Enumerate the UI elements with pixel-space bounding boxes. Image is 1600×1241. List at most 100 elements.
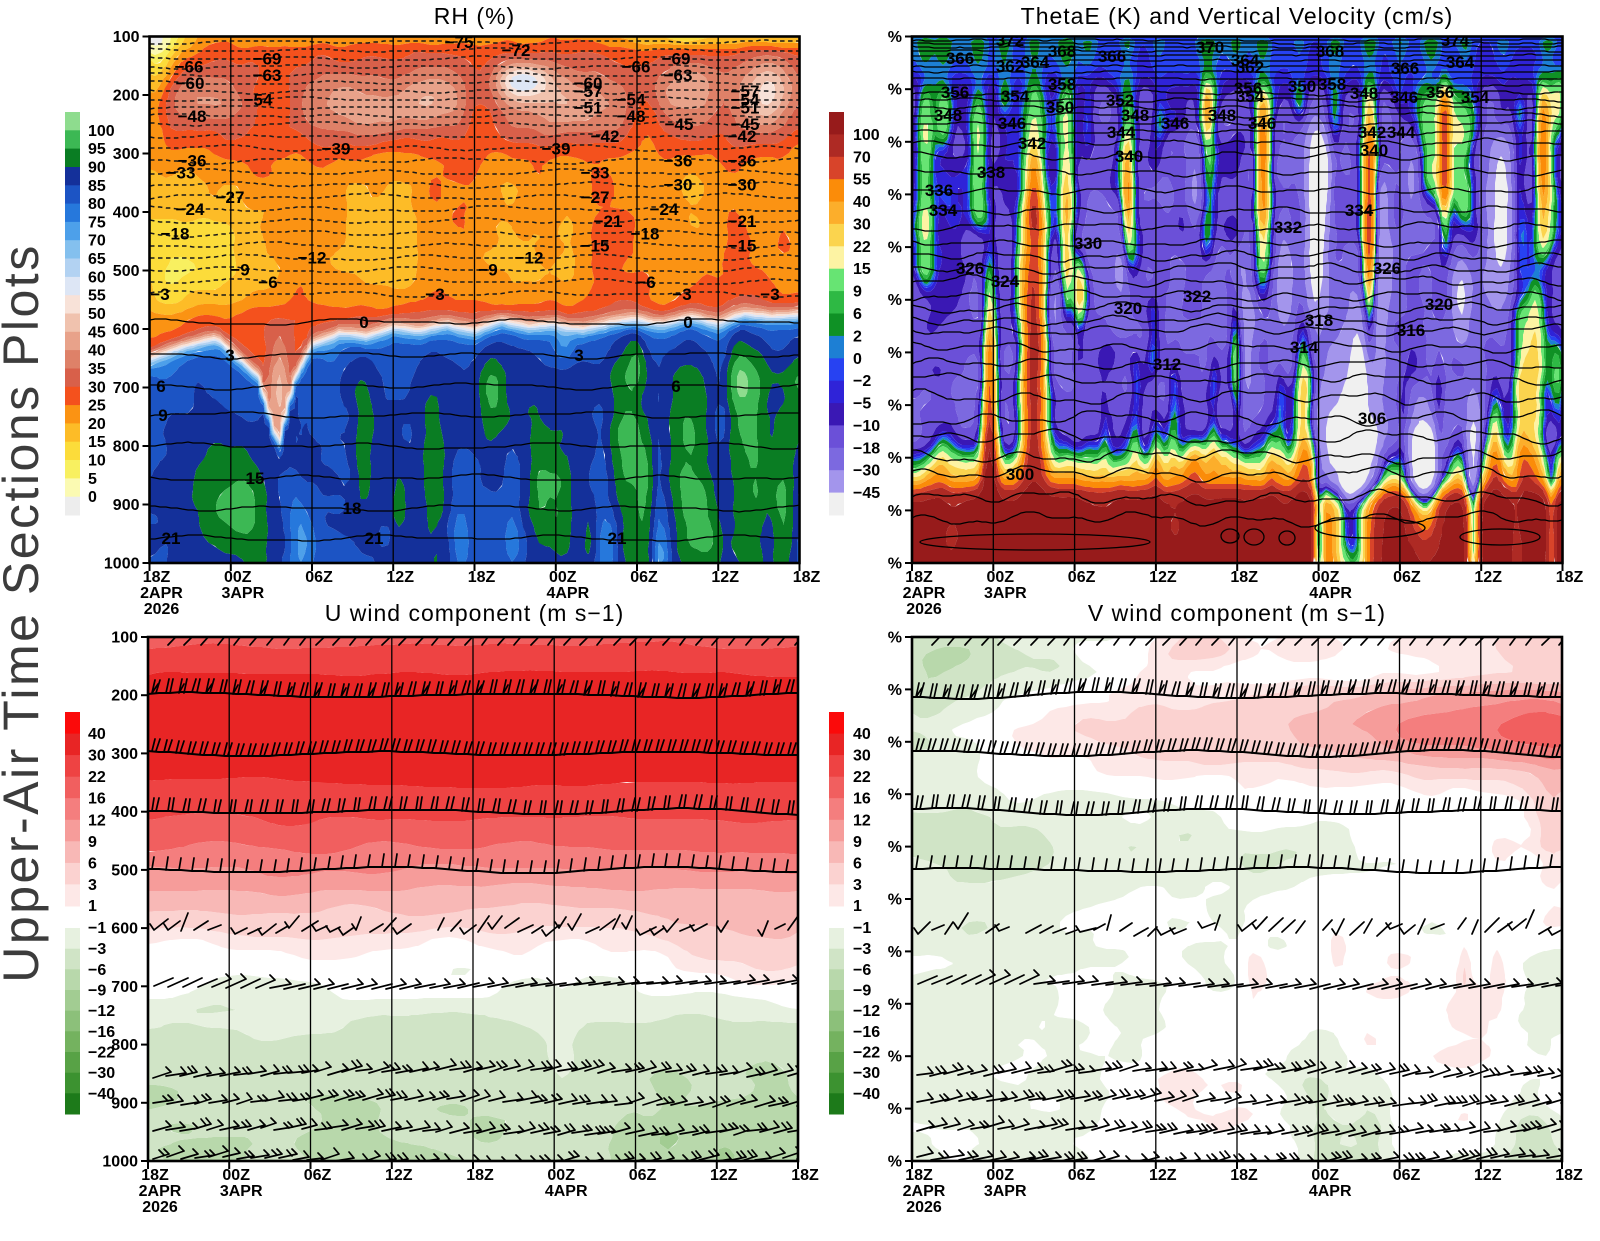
svg-text:%: % bbox=[888, 292, 902, 309]
svg-text:350: 350 bbox=[1288, 77, 1316, 96]
svg-text:−16: −16 bbox=[853, 1024, 880, 1041]
svg-text:2026: 2026 bbox=[142, 1199, 178, 1216]
svg-text:00Z: 00Z bbox=[986, 1167, 1014, 1184]
svg-text:15: 15 bbox=[853, 261, 871, 278]
svg-text:18Z: 18Z bbox=[1230, 569, 1258, 586]
svg-text:356: 356 bbox=[1234, 79, 1262, 98]
svg-text:400: 400 bbox=[111, 804, 138, 821]
svg-text:6: 6 bbox=[853, 306, 862, 323]
svg-text:06Z: 06Z bbox=[304, 1167, 332, 1184]
svg-text:30: 30 bbox=[853, 216, 871, 233]
svg-text:10: 10 bbox=[88, 453, 106, 470]
svg-text:1: 1 bbox=[88, 898, 97, 915]
svg-text:346: 346 bbox=[1390, 88, 1418, 107]
svg-text:−3: −3 bbox=[150, 285, 169, 304]
svg-text:364: 364 bbox=[1446, 53, 1475, 72]
svg-text:340: 340 bbox=[1360, 141, 1388, 160]
svg-text:1000: 1000 bbox=[102, 1154, 138, 1171]
svg-text:−57: −57 bbox=[574, 82, 603, 101]
svg-text:12Z: 12Z bbox=[1149, 569, 1177, 586]
svg-text:900: 900 bbox=[111, 1095, 138, 1112]
svg-text:348: 348 bbox=[1350, 84, 1378, 103]
svg-text:55: 55 bbox=[853, 172, 871, 189]
svg-text:306: 306 bbox=[1358, 409, 1386, 428]
svg-text:−3: −3 bbox=[853, 941, 871, 958]
svg-text:−9: −9 bbox=[853, 983, 871, 1000]
svg-text:18Z: 18Z bbox=[905, 569, 933, 586]
svg-text:0: 0 bbox=[683, 313, 692, 332]
svg-text:−6: −6 bbox=[853, 962, 871, 979]
svg-text:00Z: 00Z bbox=[1311, 1167, 1339, 1184]
svg-text:314: 314 bbox=[1290, 338, 1319, 357]
svg-text:06Z: 06Z bbox=[1068, 569, 1096, 586]
svg-text:368: 368 bbox=[1316, 42, 1344, 61]
svg-text:00Z: 00Z bbox=[1312, 569, 1340, 586]
svg-text:2026: 2026 bbox=[906, 1199, 942, 1216]
svg-text:3APR: 3APR bbox=[984, 1183, 1027, 1200]
svg-text:9: 9 bbox=[88, 834, 97, 851]
svg-text:−51: −51 bbox=[731, 99, 760, 118]
svg-text:%: % bbox=[888, 556, 902, 573]
svg-text:55: 55 bbox=[88, 288, 106, 305]
svg-text:90: 90 bbox=[88, 160, 106, 177]
svg-text:−24: −24 bbox=[650, 200, 679, 219]
svg-text:100: 100 bbox=[111, 630, 138, 647]
svg-text:18Z: 18Z bbox=[1556, 569, 1584, 586]
svg-text:06Z: 06Z bbox=[1068, 1167, 1096, 1184]
svg-text:−51: −51 bbox=[574, 99, 603, 118]
svg-text:%: % bbox=[888, 839, 902, 856]
svg-text:%: % bbox=[888, 450, 902, 467]
svg-text:−27: −27 bbox=[581, 188, 610, 207]
svg-text:00Z: 00Z bbox=[547, 1167, 575, 1184]
svg-text:342: 342 bbox=[1018, 134, 1046, 153]
svg-text:−18: −18 bbox=[631, 224, 660, 243]
svg-text:22: 22 bbox=[88, 769, 106, 786]
svg-text:%: % bbox=[888, 503, 902, 520]
svg-text:06Z: 06Z bbox=[305, 569, 333, 586]
svg-text:50: 50 bbox=[88, 306, 106, 323]
svg-text:%: % bbox=[888, 630, 902, 647]
svg-text:−63: −63 bbox=[664, 66, 693, 85]
svg-text:600: 600 bbox=[111, 921, 138, 938]
svg-text:−24: −24 bbox=[176, 200, 205, 219]
svg-text:364: 364 bbox=[1021, 53, 1050, 72]
svg-text:65: 65 bbox=[88, 251, 106, 268]
svg-text:2APR: 2APR bbox=[903, 1183, 946, 1200]
svg-text:372: 372 bbox=[996, 31, 1024, 50]
svg-text:354: 354 bbox=[1461, 88, 1490, 107]
svg-text:344: 344 bbox=[1107, 123, 1136, 142]
svg-text:352: 352 bbox=[1106, 91, 1134, 110]
svg-text:6: 6 bbox=[156, 377, 165, 396]
svg-text:−48: −48 bbox=[617, 107, 646, 126]
svg-text:00Z: 00Z bbox=[224, 569, 252, 586]
svg-text:%: % bbox=[888, 996, 902, 1013]
svg-text:−6: −6 bbox=[88, 962, 106, 979]
svg-text:22: 22 bbox=[853, 239, 871, 256]
svg-text:2026: 2026 bbox=[144, 601, 180, 618]
svg-text:400: 400 bbox=[113, 205, 140, 222]
svg-text:334: 334 bbox=[929, 201, 958, 220]
svg-text:316: 316 bbox=[1397, 321, 1425, 340]
svg-text:3APR: 3APR bbox=[220, 1183, 263, 1200]
svg-text:85: 85 bbox=[88, 178, 106, 195]
svg-text:%: % bbox=[888, 345, 902, 362]
svg-text:%: % bbox=[888, 134, 902, 151]
svg-text:%: % bbox=[888, 187, 902, 204]
svg-text:−33: −33 bbox=[167, 164, 196, 183]
svg-text:%: % bbox=[888, 787, 902, 804]
svg-text:12: 12 bbox=[853, 812, 871, 829]
svg-text:2APR: 2APR bbox=[139, 1183, 182, 1200]
svg-text:1000: 1000 bbox=[104, 556, 140, 573]
svg-text:−69: −69 bbox=[662, 49, 691, 68]
svg-text:12: 12 bbox=[88, 812, 106, 829]
svg-text:−30: −30 bbox=[664, 176, 693, 195]
svg-text:18Z: 18Z bbox=[905, 1167, 933, 1184]
svg-text:−6: −6 bbox=[258, 273, 277, 292]
svg-text:4APR: 4APR bbox=[545, 1183, 588, 1200]
svg-text:06Z: 06Z bbox=[629, 1167, 657, 1184]
svg-text:600: 600 bbox=[113, 322, 140, 339]
svg-text:9: 9 bbox=[853, 834, 862, 851]
svg-text:30: 30 bbox=[853, 748, 871, 765]
svg-text:00Z: 00Z bbox=[987, 569, 1015, 586]
svg-text:−72: −72 bbox=[502, 41, 531, 60]
